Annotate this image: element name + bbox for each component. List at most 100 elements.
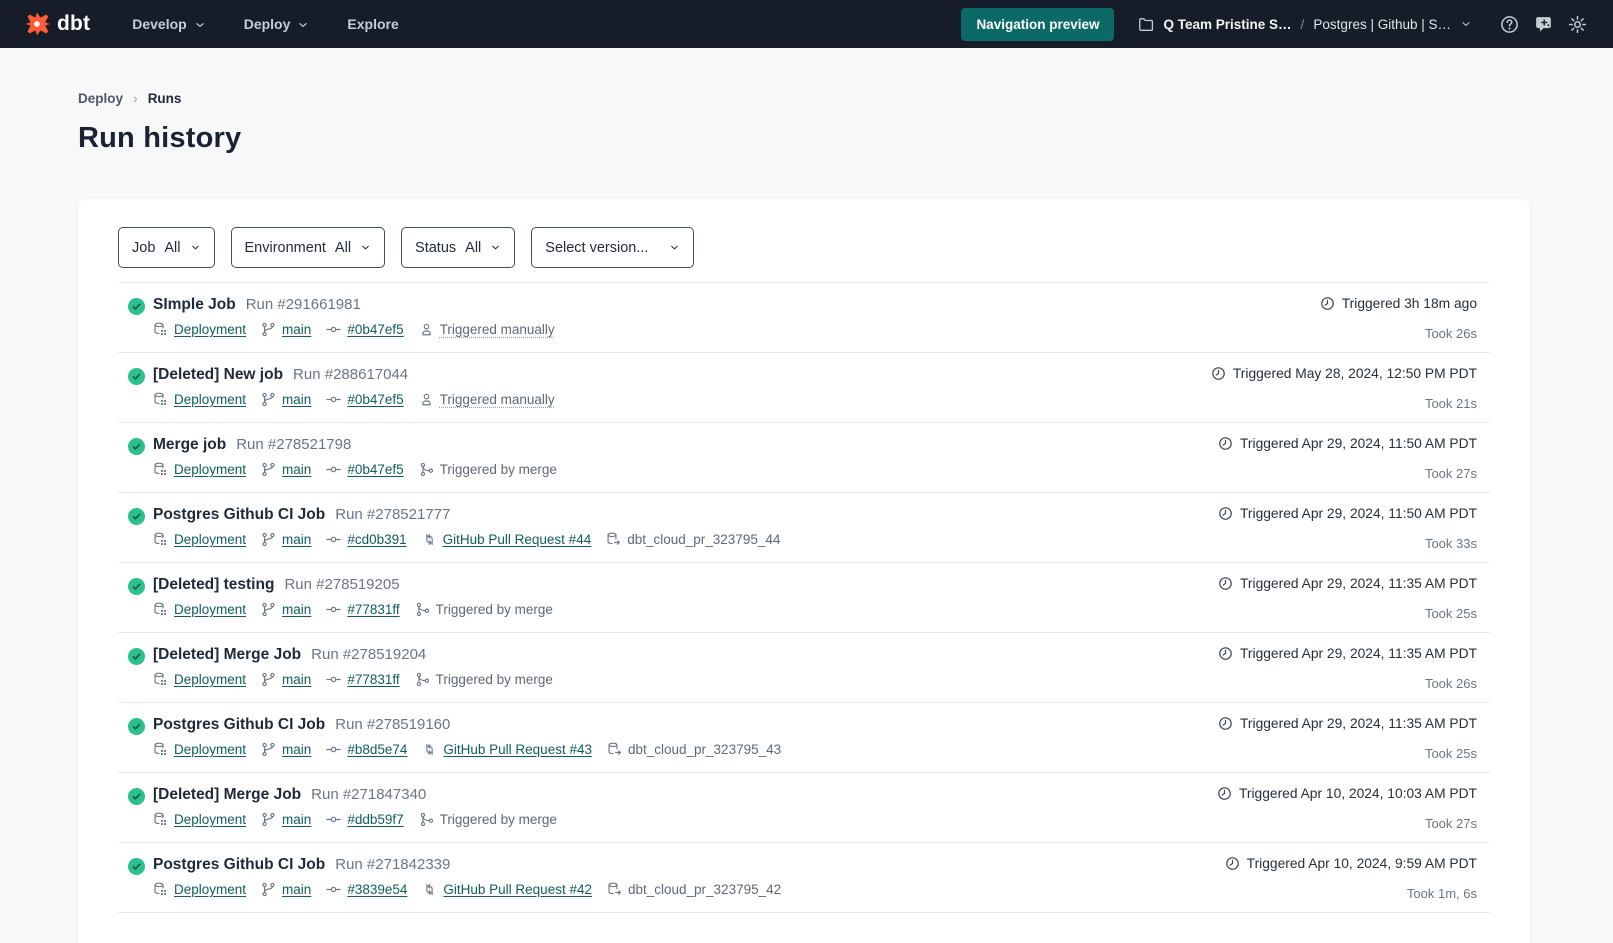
triggered-label: Triggered Apr 10, 2024, 10:03 AM PDT: [1238, 786, 1477, 801]
schema-name: dbt_cloud_pr_323795_42: [627, 882, 782, 897]
trigger-manual-meta[interactable]: Triggered manually: [419, 392, 555, 407]
branch-link[interactable]: main: [282, 672, 312, 687]
run-row[interactable]: Postgres Github CI Job Run #278521777 De…: [118, 493, 1490, 563]
trigger-merge-meta: Triggered by merge: [415, 672, 553, 687]
clock-icon: [1219, 507, 1232, 520]
version-filter[interactable]: Select version...: [531, 227, 695, 268]
run-number: Run #278521798: [236, 436, 352, 453]
environment-link[interactable]: Deployment: [174, 462, 247, 477]
breadcrumb-runs: Runs: [147, 90, 182, 106]
branch-link[interactable]: main: [282, 392, 312, 407]
branch-link[interactable]: main: [282, 322, 312, 337]
branch-link[interactable]: main: [282, 532, 312, 547]
trigger-merge-label: Triggered by merge: [435, 672, 553, 687]
branch-link[interactable]: main: [282, 812, 312, 827]
pull-request-link[interactable]: GitHub Pull Request #44: [442, 532, 592, 547]
run-row[interactable]: [Deleted] testing Run #278519205 Deploym…: [118, 563, 1490, 633]
project-selector[interactable]: Q Team Pristine S… / Postgres | Github |…: [1138, 16, 1472, 32]
settings-icon[interactable]: [1568, 15, 1587, 34]
git-branch-icon: [262, 462, 275, 477]
clock-icon: [1212, 367, 1225, 380]
environment-link[interactable]: Deployment: [174, 742, 247, 757]
top-navbar: dbt Develop Deploy Explore Navigation pr…: [0, 0, 1613, 48]
environment-icon: [154, 882, 167, 896]
environment-link[interactable]: Deployment: [174, 882, 247, 897]
environment-icon: [154, 672, 167, 686]
git-commit-icon: [326, 606, 342, 613]
run-list: SImple Job Run #291661981 Deployment mai…: [118, 283, 1490, 913]
job-name: Merge job: [153, 436, 227, 453]
schema-name: dbt_cloud_pr_323795_43: [627, 742, 782, 757]
dbt-logo[interactable]: dbt: [24, 11, 90, 37]
commit-link[interactable]: #77831ff: [347, 672, 400, 687]
nav-menu-develop[interactable]: Develop: [132, 16, 205, 32]
person-icon: [421, 393, 431, 406]
schema-meta: dbt_cloud_pr_323795_42: [607, 882, 781, 897]
environment-link[interactable]: Deployment: [174, 812, 247, 827]
run-row[interactable]: SImple Job Run #291661981 Deployment mai…: [118, 283, 1490, 353]
trigger-manual-meta[interactable]: Triggered manually: [419, 322, 555, 337]
chevron-down-icon: [299, 22, 308, 27]
chevron-down-icon: [492, 245, 500, 250]
feedback-icon[interactable]: [1534, 15, 1553, 34]
brand-name: dbt: [57, 12, 91, 35]
run-row[interactable]: Postgres Github CI Job Run #271842339 De…: [118, 843, 1490, 913]
commit-link[interactable]: #0b47ef5: [347, 392, 404, 407]
commit-link[interactable]: #cd0b391: [347, 532, 407, 547]
branch-link[interactable]: main: [282, 742, 312, 757]
schema-meta: dbt_cloud_pr_323795_43: [607, 742, 781, 757]
environment-link[interactable]: Deployment: [174, 532, 247, 547]
duration-label: Took 26s: [1424, 326, 1477, 341]
environment-link[interactable]: Deployment: [174, 322, 247, 337]
job-name: [Deleted] New job: [153, 366, 284, 383]
triggered-label: Triggered Apr 10, 2024, 9:59 AM PDT: [1246, 856, 1477, 871]
navigation-preview-button[interactable]: Navigation preview: [961, 7, 1115, 41]
help-icon[interactable]: [1500, 15, 1519, 34]
run-row[interactable]: Merge job Run #278521798 Deployment main…: [118, 423, 1490, 493]
duration-label: Took 25s: [1424, 606, 1477, 621]
run-row[interactable]: [Deleted] New job Run #288617044 Deploym…: [118, 353, 1490, 423]
environment-link[interactable]: Deployment: [174, 392, 247, 407]
environment-link[interactable]: Deployment: [174, 672, 247, 687]
environment-link[interactable]: Deployment: [174, 602, 247, 617]
commit-meta: #0b47ef5: [326, 462, 404, 477]
run-row[interactable]: [Deleted] Merge Job Run #278519204 Deplo…: [118, 633, 1490, 703]
nav-right: Navigation preview Q Team Pristine S… / …: [961, 7, 1587, 41]
environment-meta: Deployment: [153, 322, 246, 337]
chevron-down-icon: [196, 22, 204, 27]
pull-request-link[interactable]: GitHub Pull Request #42: [443, 882, 592, 897]
git-commit-icon: [326, 326, 342, 333]
environment-meta: Deployment: [153, 392, 246, 407]
status-filter[interactable]: Status All: [401, 227, 516, 268]
git-branch-icon: [262, 742, 275, 757]
commit-link[interactable]: #b8d5e74: [347, 742, 408, 757]
breadcrumb-deploy[interactable]: Deploy: [78, 90, 124, 106]
branch-link[interactable]: main: [282, 602, 312, 617]
triggered-time: Triggered Apr 10, 2024, 9:59 AM PDT: [1225, 856, 1477, 871]
triggered-label: Triggered Apr 29, 2024, 11:35 AM PDT: [1240, 716, 1477, 731]
job-filter[interactable]: Job All: [118, 227, 215, 268]
environment-filter[interactable]: Environment All: [230, 227, 386, 268]
run-row[interactable]: [Deleted] Merge Job Run #271847340 Deplo…: [118, 773, 1490, 843]
commit-link[interactable]: #ddb59f7: [347, 812, 404, 827]
pull-request-link[interactable]: GitHub Pull Request #43: [443, 742, 592, 757]
pull-request-meta: GitHub Pull Request #43: [422, 742, 592, 757]
schema-database-icon: [607, 532, 621, 545]
commit-link[interactable]: #77831ff: [347, 602, 400, 617]
branch-link[interactable]: main: [282, 462, 312, 477]
commit-link[interactable]: #3839e54: [347, 882, 408, 897]
run-row[interactable]: Postgres Github CI Job Run #278519160 De…: [118, 703, 1490, 773]
triggered-time: Triggered Apr 29, 2024, 11:50 AM PDT: [1218, 506, 1477, 521]
run-success-icon: [128, 788, 145, 805]
environment-icon: [154, 742, 167, 756]
triggered-time: Triggered 3h 18m ago: [1320, 296, 1477, 311]
nav-menu-explore[interactable]: Explore: [347, 16, 398, 32]
nav-menu-deploy-label: Deploy: [243, 16, 291, 32]
run-success-icon: [128, 508, 145, 525]
commit-meta: #0b47ef5: [326, 392, 404, 407]
nav-menu-deploy[interactable]: Deploy: [244, 16, 310, 32]
page-head: Deploy › Runs Run history: [0, 48, 1613, 155]
commit-link[interactable]: #0b47ef5: [347, 322, 404, 337]
commit-link[interactable]: #0b47ef5: [347, 462, 404, 477]
branch-link[interactable]: main: [282, 882, 312, 897]
